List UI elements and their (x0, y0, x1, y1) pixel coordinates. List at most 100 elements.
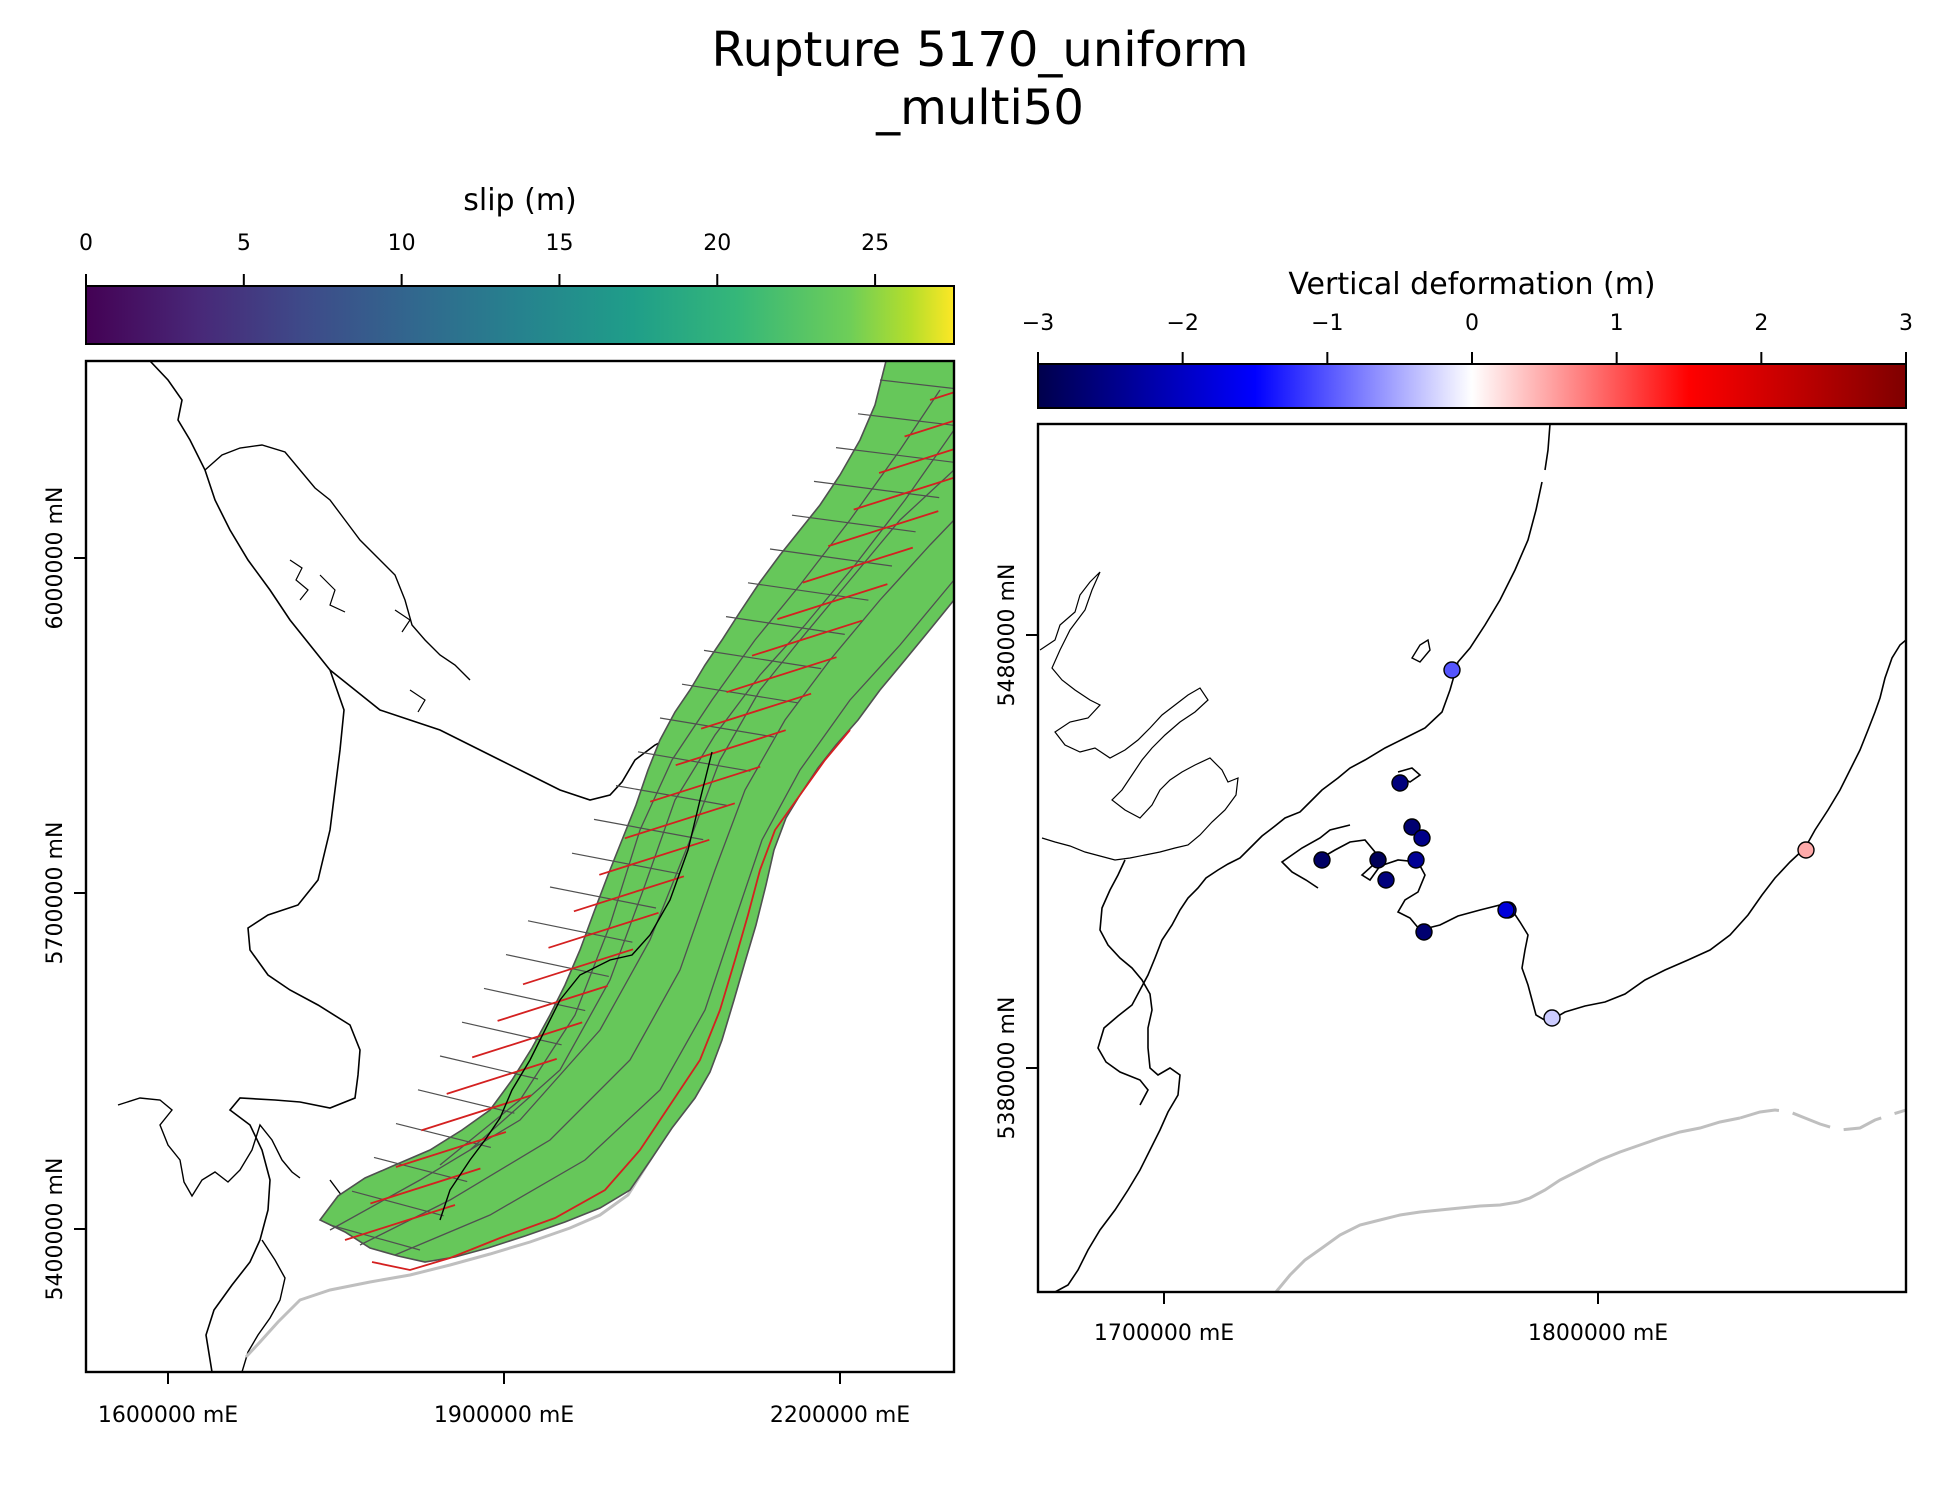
slip-tick-label: 5 (237, 231, 251, 256)
north-island-coastline (149, 361, 361, 1372)
fault-trace-segment (828, 510, 939, 547)
auckland-islands (289, 559, 426, 713)
patch-dip-line (791, 514, 916, 533)
fault-trace-segment (878, 448, 954, 474)
station-marker (1497, 901, 1515, 919)
station-marker (1403, 818, 1421, 836)
fault-trace-segment (471, 1021, 583, 1059)
fault-trace-segment (624, 802, 736, 840)
patch-dip-line (659, 717, 775, 738)
patch-dip-line (637, 751, 751, 772)
figure-title-line2: _multi50 (875, 80, 1084, 136)
fault-trace-segment (726, 656, 837, 694)
inland-fault-lines (439, 751, 713, 1221)
fault-trace-segment (497, 985, 608, 1022)
station-marker (1377, 871, 1395, 889)
station-marker (1797, 841, 1815, 859)
fault-trace-segment (777, 583, 888, 620)
rupture-patch-grid (329, 379, 954, 1256)
left-x-tick-label: 1900000 mE (434, 1403, 574, 1428)
patch-strike-line (359, 519, 954, 1246)
patch-dip-line (329, 1224, 421, 1251)
fault-trace-segment (802, 546, 914, 584)
left-y-axis-ticks: 6000000 mN 5700000 mN 5400000 mN (43, 487, 86, 1301)
fault-trace-segment (700, 692, 812, 730)
fault-trace-segment (522, 948, 634, 986)
station-markers (1313, 661, 1815, 1027)
deformation-tick-label: −1 (1311, 311, 1343, 336)
fault-trace-segment (370, 1167, 481, 1205)
fault-trace-edge (371, 729, 851, 1271)
slip-tick-label: 20 (703, 231, 731, 256)
patch-dip-line (483, 987, 586, 1012)
station-marker (1313, 851, 1331, 869)
station-marker (1415, 923, 1433, 941)
deformation-colorbar-ticks: −3 −2 −1 0 1 2 3 (1022, 311, 1913, 364)
right-x-tick-label: 1800000 mE (1528, 1321, 1668, 1346)
left-x-tick-label: 1600000 mE (98, 1403, 238, 1428)
fault-trace-segment (446, 1058, 557, 1095)
station-marker (1413, 829, 1431, 847)
fault-trace-segment (344, 1204, 456, 1241)
fault-trace-segment (599, 838, 710, 876)
nelson-coastline (117, 1097, 301, 1198)
fault-trace-segment (904, 419, 954, 438)
deformation-colorbar-gradient (1037, 363, 1907, 409)
right-map-panel: 1700000 mE 1800000 mE 5480000 mN 5380000 m… (995, 422, 1908, 1346)
station-marker (1543, 1009, 1561, 1027)
patch-dip-line (461, 1021, 562, 1046)
deformation-colorbar-label: Vertical deformation (m) (1288, 267, 1655, 302)
slip-tick-label: 10 (388, 231, 416, 256)
wairarapa-coastline (1547, 639, 1906, 1023)
patch-dip-line (417, 1089, 515, 1114)
fault-trace-segment (929, 391, 954, 401)
fault-trace-segment (421, 1094, 532, 1132)
right-y-tick-label: 5480000 mN (995, 564, 1020, 707)
right-map-background (1038, 424, 1906, 1292)
right-x-tick-label: 1700000 mE (1094, 1321, 1234, 1346)
patch-dip-line (857, 413, 954, 426)
left-y-tick-label: 5700000 mN (43, 822, 68, 965)
fault-trace-segment (853, 476, 954, 511)
deformation-tick-label: 1 (1610, 311, 1624, 336)
slip-tick-label: 25 (861, 231, 889, 256)
station-marker (1443, 661, 1461, 679)
right-trench-line (1274, 1116, 1741, 1292)
patch-dip-line (879, 379, 954, 390)
fault-trace-segment (548, 911, 659, 949)
fault-trace-segment (751, 619, 863, 657)
left-x-tick-label: 2200000 mE (770, 1403, 910, 1428)
deformation-tick-label: −3 (1022, 311, 1054, 336)
rupture-trace-lines (344, 391, 954, 1271)
fault-trace-segment (649, 765, 761, 803)
lake-marker (1411, 638, 1431, 663)
fault-trace-segment (573, 875, 685, 913)
marlborough-sounds (1039, 571, 1239, 861)
patch-dip-line (813, 480, 940, 499)
patch-dip-line (549, 886, 657, 909)
patch-dip-line (681, 683, 798, 704)
patch-dip-line (395, 1123, 491, 1148)
patch-dip-line (505, 954, 609, 977)
south-island-coast (1054, 859, 1181, 1292)
patch-dip-line (593, 818, 704, 841)
slip-colorbar-label: slip (m) (463, 183, 577, 218)
fault-trace-segment (395, 1131, 507, 1168)
patch-dip-line (835, 447, 954, 463)
patch-dip-line (703, 649, 822, 670)
right-deformation-colorbar: Vertical deformation (m) −3 −2 −1 0 1 2 3 (1022, 267, 1913, 409)
patch-strike-line (469, 429, 954, 1151)
deformation-tick-label: −2 (1166, 311, 1198, 336)
right-x-axis-ticks: 1700000 mE 1800000 mE (1094, 1292, 1668, 1346)
deformation-tick-label: 0 (1465, 311, 1479, 336)
left-y-tick-label: 5400000 mN (43, 1158, 68, 1301)
patch-dip-line (527, 920, 633, 943)
left-map-panel: 1600000 mE 1900000 mE 2200000 mE 6000000 m… (43, 359, 956, 1428)
right-trench-line-dashed (1739, 1108, 1906, 1132)
northland-peninsula (204, 444, 471, 681)
right-y-tick-label: 5380000 mN (995, 997, 1020, 1140)
slip-tick-label: 15 (545, 231, 573, 256)
patch-strike-line (329, 469, 954, 1231)
